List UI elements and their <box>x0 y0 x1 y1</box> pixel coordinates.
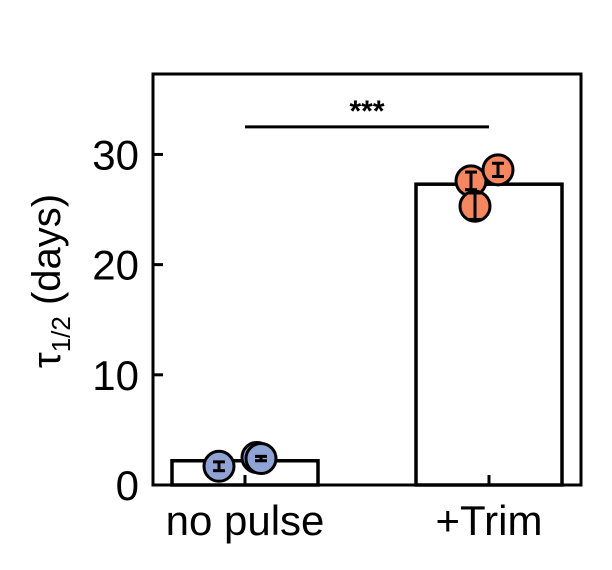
plot-frame <box>151 72 583 487</box>
x-tick-label-1: +Trim <box>436 497 543 544</box>
y-axis-label-symbol: τ <box>25 352 69 368</box>
significance-label: *** <box>349 95 384 128</box>
y-tick-label-3: 30 <box>92 131 139 178</box>
y-axis-label-unit: (days) <box>25 194 69 316</box>
x-tick-label-0: no pulse <box>166 497 325 544</box>
y-tick-label-1: 10 <box>92 352 139 399</box>
significance-annotation: *** <box>245 95 489 129</box>
svg-text:τ1/2 (days): τ1/2 (days) <box>25 194 76 368</box>
bar-1 <box>414 182 564 487</box>
y-tick-label-2: 20 <box>92 242 139 289</box>
y-tick-label-0: 0 <box>116 462 139 509</box>
y-axis-ticks: 0 10 20 30 <box>92 131 163 509</box>
bars <box>170 182 564 487</box>
data-points <box>202 153 515 483</box>
y-axis-label-subscript: 1/2 <box>46 316 76 352</box>
y-axis-label: τ1/2 (days) <box>25 194 76 368</box>
x-axis-labels: no pulse +Trim <box>166 497 543 544</box>
